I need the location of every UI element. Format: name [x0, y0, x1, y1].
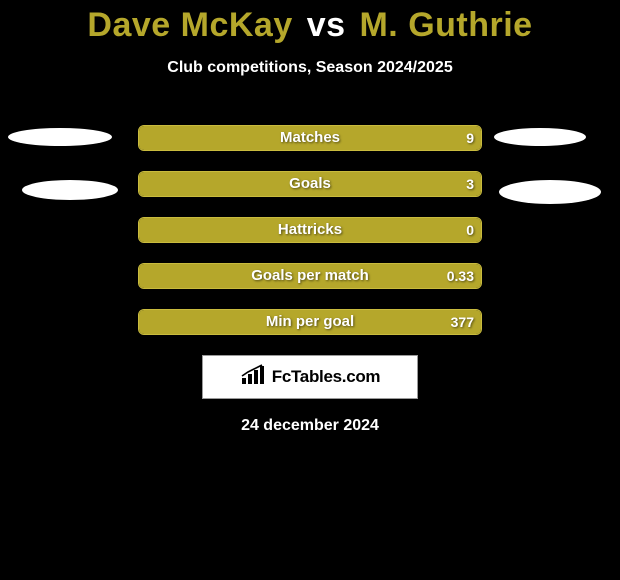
stat-label: Min per goal — [138, 309, 482, 335]
stat-row: Matches9 — [0, 125, 620, 151]
subtitle: Club competitions, Season 2024/2025 — [0, 59, 620, 77]
stat-row: Goals3 — [0, 171, 620, 197]
stat-row: Min per goal377 — [0, 309, 620, 335]
stat-value-right: 0.33 — [447, 263, 474, 289]
stat-row: Hattricks0 — [0, 217, 620, 243]
stat-label: Matches — [138, 125, 482, 151]
stat-value-right: 9 — [466, 125, 474, 151]
stat-value-right: 377 — [451, 309, 474, 335]
stat-label: Hattricks — [138, 217, 482, 243]
player1-name: Dave McKay — [87, 6, 292, 44]
stat-value-right: 0 — [466, 217, 474, 243]
date-label: 24 december 2024 — [0, 417, 620, 435]
stat-value-right: 3 — [466, 171, 474, 197]
branding-badge: FcTables.com — [202, 355, 418, 399]
chart-icon — [240, 364, 266, 391]
stat-label: Goals per match — [138, 263, 482, 289]
comparison-title: Dave McKay vs M. Guthrie — [0, 0, 620, 45]
stat-row: Goals per match0.33 — [0, 263, 620, 289]
branding-text: FcTables.com — [272, 367, 381, 387]
stat-label: Goals — [138, 171, 482, 197]
vs-label: vs — [307, 6, 346, 44]
player2-name: M. Guthrie — [359, 6, 532, 44]
stats-container: Matches9Goals3Hattricks0Goals per match0… — [0, 125, 620, 335]
